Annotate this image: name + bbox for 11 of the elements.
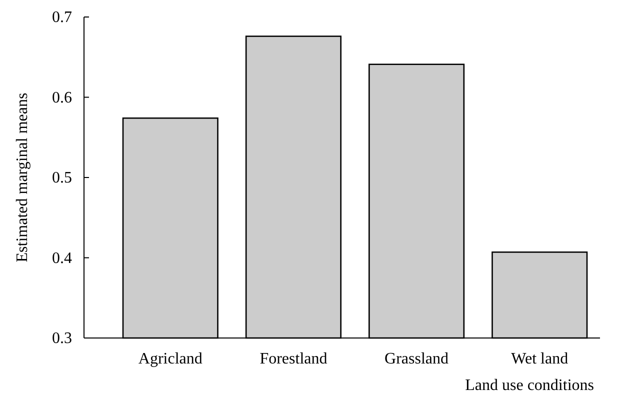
y-tick-label: 0.6: [52, 89, 72, 106]
y-tick-label: 0.3: [52, 330, 72, 348]
y-tick-label: 0.7: [52, 9, 72, 26]
x-tick-label: Forestland: [260, 350, 328, 368]
x-tick-label: Grassland: [384, 350, 449, 368]
x-tick-label: Agricland: [138, 350, 202, 368]
x-axis-title: Land use conditions: [465, 377, 594, 394]
y-tick-label: 0.5: [52, 170, 72, 187]
y-tick-label: 0.4: [52, 250, 72, 267]
y-axis-title: Estimated marginal means: [14, 92, 31, 262]
x-tick-label: Wet land: [511, 350, 568, 368]
